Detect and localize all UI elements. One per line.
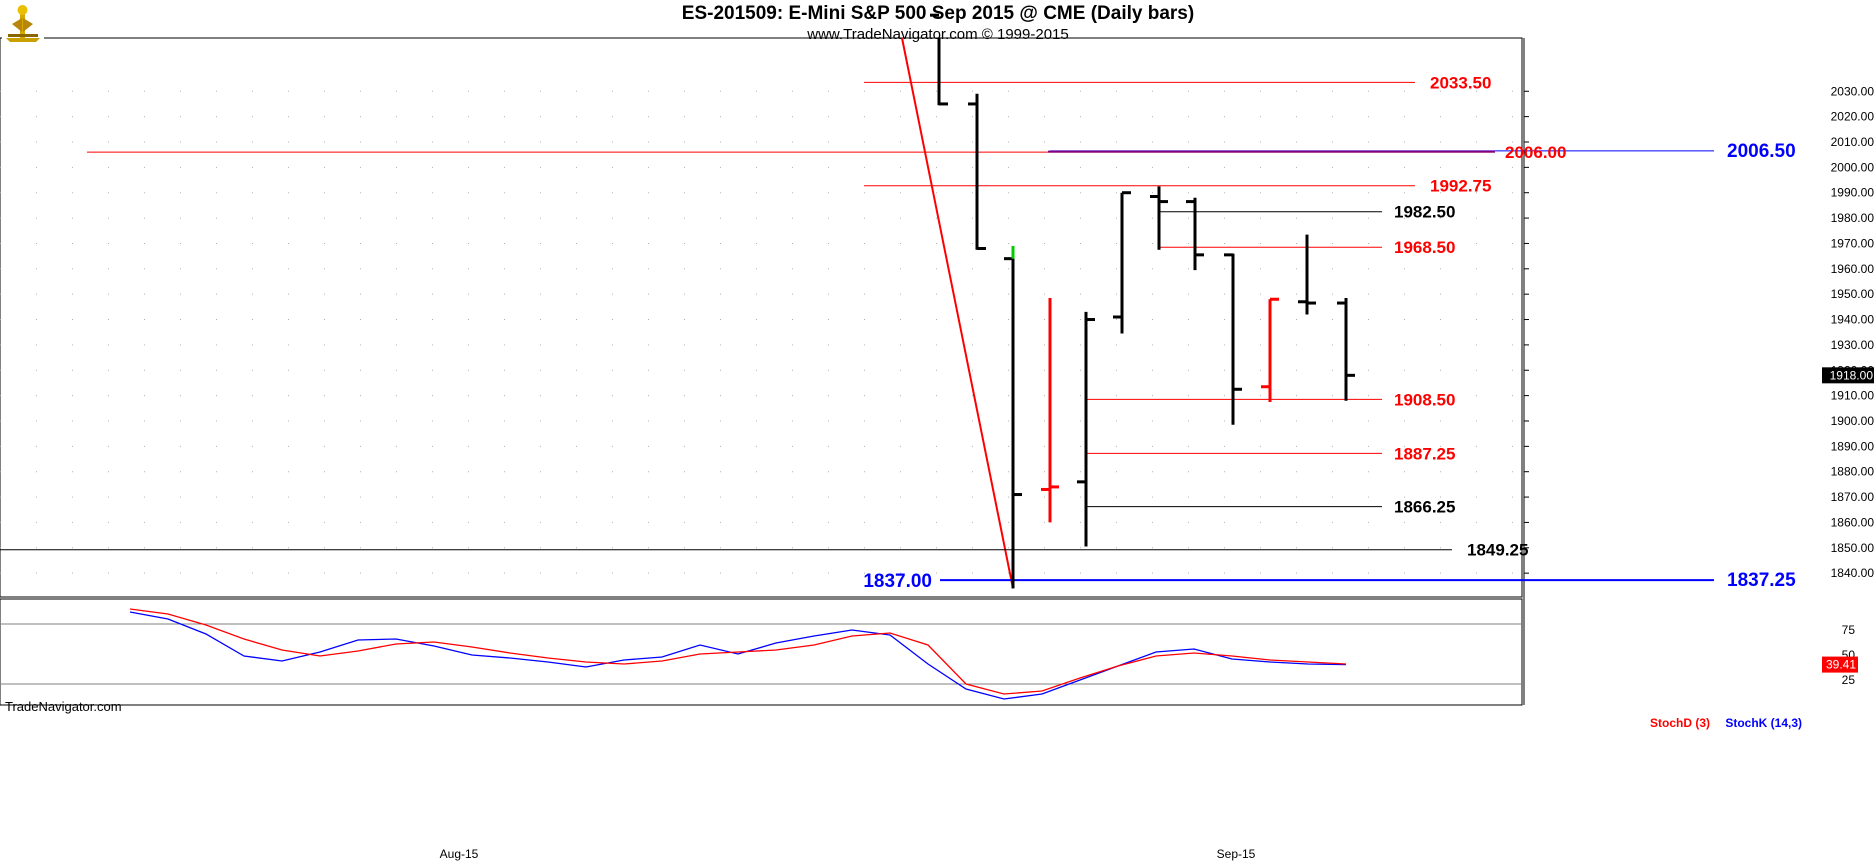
level-label: 1992.75 — [1430, 177, 1491, 196]
last-price-badge — [1822, 367, 1874, 384]
level-label: 1982.50 — [1394, 203, 1455, 222]
level-label: 2006.00 — [1505, 143, 1566, 162]
x-tick-label: Sep-15 — [1217, 847, 1256, 861]
stochastic-last-label: 39.41 — [1826, 658, 1856, 672]
level-label: 1837.00 — [863, 571, 932, 592]
y-tick-label: 2030.00 — [1831, 84, 1875, 98]
x-tick-label: Aug-15 — [440, 847, 479, 861]
stochastic-tick-label: 75 — [1842, 623, 1856, 637]
level-label: 1866.25 — [1394, 498, 1455, 517]
y-tick-label: 1910.00 — [1831, 389, 1875, 403]
y-tick-label: 2010.00 — [1831, 135, 1875, 149]
stochastic-tick-label: 25 — [1842, 673, 1856, 687]
level-label: 1887.25 — [1394, 444, 1455, 463]
y-tick-label: 1940.00 — [1831, 313, 1875, 327]
y-tick-label: 1880.00 — [1831, 465, 1875, 479]
level-label: 2006.50 — [1727, 141, 1796, 162]
level-label: 1837.25 — [1727, 570, 1796, 591]
level-label: 1908.50 — [1394, 390, 1455, 409]
y-tick-label: 1990.00 — [1831, 186, 1875, 200]
stochastic-last-badge — [1822, 656, 1858, 673]
stoch-k-line — [129, 611, 1347, 700]
y-tick-label: 1850.00 — [1831, 541, 1875, 555]
y-tick-label: 2000.00 — [1831, 160, 1875, 174]
trade-navigator-logo-icon — [2, 2, 44, 44]
y-tick-label: 1970.00 — [1831, 236, 1875, 250]
trend-line — [901, 37, 1014, 589]
price-pane-frame — [0, 37, 1523, 598]
y-tick-label: 1890.00 — [1831, 439, 1875, 453]
y-tick-label: 2020.00 — [1831, 110, 1875, 124]
y-tick-label: 1900.00 — [1831, 414, 1875, 428]
y-tick-label: 1960.00 — [1831, 262, 1875, 276]
chart-subtitle: www.TradeNavigator.com © 1999-2015 — [807, 26, 1069, 43]
last-price-label: 1918.00 — [1830, 368, 1874, 382]
y-tick-label: 1840.00 — [1831, 566, 1875, 580]
legend-stochk: StochK (14,3) — [1725, 716, 1802, 730]
legend-stochd: StochD (3) — [1650, 716, 1710, 730]
stochastic-pane-frame — [0, 598, 1523, 706]
stoch-d-line — [129, 608, 1347, 695]
level-label: 1849.25 — [1467, 541, 1528, 560]
level-label: 2033.50 — [1430, 73, 1491, 92]
chart-title: ES-201509: E-Mini S&P 500 Sep 2015 @ CME… — [681, 3, 1195, 24]
y-tick-label: 1950.00 — [1831, 287, 1875, 301]
y-tick-label: 1870.00 — [1831, 490, 1875, 504]
y-tick-label: 1860.00 — [1831, 515, 1875, 529]
watermark-text: TradeNavigator.com — [5, 699, 122, 714]
y-tick-label: 1980.00 — [1831, 211, 1875, 225]
y-tick-label: 1930.00 — [1831, 338, 1875, 352]
level-label: 1968.50 — [1394, 238, 1455, 257]
